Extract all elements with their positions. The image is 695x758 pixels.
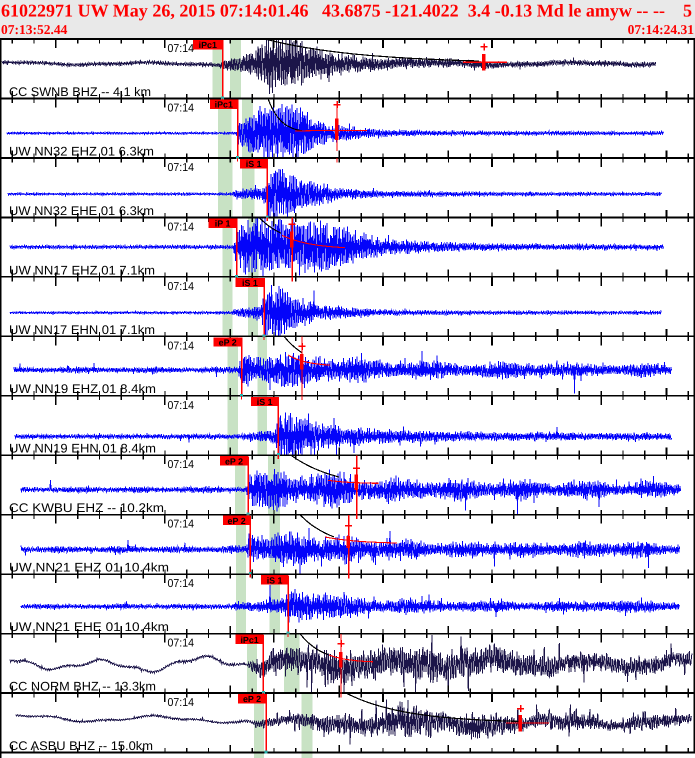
svg-text:07:14: 07:14 — [168, 638, 195, 650]
svg-text:07:14:24.31: 07:14:24.31 — [628, 22, 695, 37]
svg-text:UW NN17 EHN 01 7.1km: UW NN17 EHN 01 7.1km — [9, 323, 155, 337]
svg-text:iS 1: iS 1 — [257, 397, 273, 407]
svg-text:07:14: 07:14 — [168, 43, 195, 55]
svg-text:07:14: 07:14 — [168, 400, 195, 412]
svg-text:CC NORM BHZ -- 13.3km: CC NORM BHZ -- 13.3km — [9, 680, 156, 694]
svg-text:07:14: 07:14 — [168, 281, 195, 293]
svg-text:07:14: 07:14 — [168, 162, 195, 174]
svg-text:iPc1: iPc1 — [240, 635, 258, 645]
svg-text:eP 2: eP 2 — [219, 338, 237, 348]
svg-text:eP 2: eP 2 — [243, 694, 261, 704]
svg-text:07:14: 07:14 — [168, 459, 195, 471]
svg-text:iS 1: iS 1 — [267, 575, 283, 585]
svg-text:iP 1: iP 1 — [215, 219, 231, 229]
svg-text:UW NN17 EHZ 01 7.1km: UW NN17 EHZ 01 7.1km — [9, 263, 155, 277]
svg-text:CC ASBU BHZ -- 15.0km: CC ASBU BHZ -- 15.0km — [9, 739, 153, 753]
svg-text:07:14: 07:14 — [168, 103, 195, 115]
svg-text:07:14: 07:14 — [168, 519, 195, 531]
svg-text:eP 2: eP 2 — [228, 516, 246, 526]
svg-text:07:14: 07:14 — [168, 697, 195, 709]
svg-text:UW NN19 EHZ 01 8.4km: UW NN19 EHZ 01 8.4km — [9, 382, 156, 396]
svg-text:07:13:52.44: 07:13:52.44 — [1, 22, 68, 37]
svg-text:CC SWNB BHZ -- 4.1 km: CC SWNB BHZ -- 4.1 km — [9, 85, 151, 99]
svg-text:UW NN21 EHZ 01 10.4km: UW NN21 EHZ 01 10.4km — [9, 561, 169, 575]
svg-text:UW NN32 EHZ 01 6.3km: UW NN32 EHZ 01 6.3km — [9, 144, 154, 158]
svg-text:iPc1: iPc1 — [199, 40, 217, 50]
svg-text:CC KWBU EHZ -- 10.2km: CC KWBU EHZ -- 10.2km — [9, 501, 164, 515]
svg-text:UW NN21 EHE 01 10.4km: UW NN21 EHE 01 10.4km — [9, 620, 169, 634]
svg-text:iS 1: iS 1 — [246, 159, 262, 169]
svg-text:iS 1: iS 1 — [242, 278, 258, 288]
svg-text:UW NN19 EHN 01 8.4km: UW NN19 EHN 01 8.4km — [9, 442, 156, 456]
svg-text:07:14: 07:14 — [168, 578, 195, 590]
svg-text:61022971 UW May 26, 2015 07:14: 61022971 UW May 26, 2015 07:14:01.46 43.… — [1, 1, 692, 21]
svg-text:07:14: 07:14 — [168, 221, 195, 233]
svg-text:07:14: 07:14 — [168, 340, 195, 352]
svg-text:eP 2: eP 2 — [225, 456, 243, 466]
svg-text:UW NN32 EHE 01 6.3km: UW NN32 EHE 01 6.3km — [9, 204, 154, 218]
svg-text:iPc1: iPc1 — [215, 100, 233, 110]
